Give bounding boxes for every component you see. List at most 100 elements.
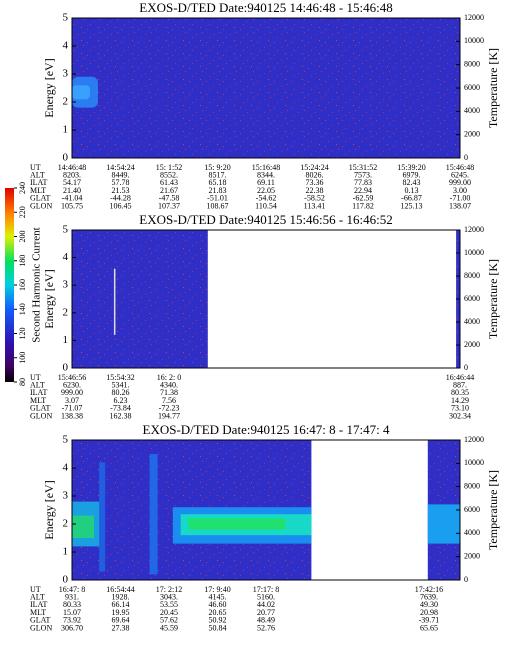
feature: [427, 504, 460, 544]
y-tick-label: 5: [63, 12, 69, 24]
y2-tick-label: 12000: [464, 225, 484, 234]
colorbar-label: Second Harmonic Current: [31, 227, 43, 342]
table-cell: 71.38: [160, 388, 178, 397]
table-cell: 66.14: [112, 600, 130, 609]
spectrogram-noise: [72, 230, 208, 368]
colorbar-tick-label: 200: [18, 231, 27, 243]
table-cell: 8344.: [257, 171, 275, 180]
table-cell: 16:46:44: [446, 373, 474, 382]
table-cell: 6.23: [114, 396, 128, 405]
y-tick-label: 3: [63, 490, 69, 502]
y2-tick-label: 8000: [464, 59, 480, 68]
row-label: UT: [30, 373, 41, 382]
y-tick-label: 5: [63, 434, 69, 446]
row-label: MLT: [30, 396, 46, 405]
table-cell: 15:46:56: [58, 373, 86, 382]
table-cell: 108.67: [207, 201, 229, 210]
table-cell: 50.84: [209, 623, 227, 632]
table-cell: 15:39:20: [397, 163, 425, 172]
table-cell: 6230.: [63, 381, 81, 390]
table-cell: 14:46:48: [58, 163, 86, 172]
table-cell: 15.07: [63, 608, 81, 617]
table-cell: 0.13: [405, 186, 419, 195]
table-cell: 14.29: [451, 396, 469, 405]
row-label: MLT: [30, 608, 46, 617]
table-cell: 8026.: [306, 171, 324, 180]
y2-tick-label: 6000: [464, 505, 480, 514]
table-cell: 113.41: [304, 201, 326, 210]
table-cell: 15:54:32: [106, 373, 134, 382]
table-cell: 21.67: [160, 186, 178, 195]
table-cell: 117.82: [352, 201, 374, 210]
colorbar-tick-label: 160: [18, 279, 27, 291]
table-cell: -44.28: [110, 194, 131, 203]
table-cell: 82.43: [403, 178, 421, 187]
y-tick-label: 2: [63, 96, 69, 108]
y-tick-label: 0: [63, 152, 69, 164]
table-cell: 22.94: [354, 186, 372, 195]
table-cell: 73.10: [451, 404, 469, 413]
table-cell: 73.92: [63, 616, 81, 625]
table-cell: 162.38: [110, 411, 132, 420]
table-cell: 7.56: [162, 396, 176, 405]
table-cell: 3.00: [453, 186, 467, 195]
table-cell: -72.23: [159, 404, 180, 413]
colorbar-tick-label: 240: [18, 182, 27, 194]
y-tick-label: 3: [63, 68, 69, 80]
feature: [72, 515, 94, 538]
table-cell: -71.07: [62, 404, 83, 413]
table-cell: -41.04: [62, 194, 83, 203]
y2-tick-label: 8000: [464, 271, 480, 280]
y-tick-label: 2: [63, 518, 69, 530]
y2-tick-label: 12000: [464, 435, 484, 444]
table-cell: -71.00: [450, 194, 471, 203]
table-cell: 1928.: [112, 593, 130, 602]
table-cell: 69.64: [112, 616, 130, 625]
row-label: ALT: [30, 381, 45, 390]
y-tick-label: 0: [63, 574, 69, 586]
y-tick-label: 0: [63, 362, 69, 374]
table-cell: 22.38: [306, 186, 324, 195]
colorbar-tick-label: 180: [18, 255, 27, 267]
row-label: GLAT: [30, 404, 51, 413]
table-cell: 999.00: [61, 388, 83, 397]
table-cell: 3.07: [65, 396, 79, 405]
table-cell: 17:42:16: [415, 585, 443, 594]
table-cell: 19.95: [112, 608, 130, 617]
table-cell: -73.84: [110, 404, 131, 413]
table-cell: 17: 9:40: [204, 585, 230, 594]
table-cell: 8517.: [209, 171, 227, 180]
row-label: ALT: [30, 171, 45, 180]
table-cell: 15:16:48: [252, 163, 280, 172]
colorbar: [5, 188, 14, 382]
table-cell: 21.40: [63, 186, 81, 195]
y-tick-label: 1: [63, 124, 69, 136]
row-label: GLON: [30, 411, 52, 420]
table-cell: 15:24:24: [300, 163, 328, 172]
y2-tick-label: 2000: [464, 551, 480, 560]
y2-axis-label: Temperature [K]: [486, 48, 500, 128]
table-cell: 4145.: [209, 593, 227, 602]
y2-tick-label: 10000: [464, 458, 484, 467]
table-cell: 8552.: [160, 171, 178, 180]
y2-tick-label: 10000: [464, 248, 484, 257]
table-cell: 22.05: [257, 186, 275, 195]
table-cell: 17: 2:12: [156, 585, 182, 594]
y2-tick-label: 4000: [464, 528, 480, 537]
table-cell: 65.65: [420, 623, 438, 632]
table-cell: 7573.: [354, 171, 372, 180]
table-cell: 15: 1:52: [156, 163, 182, 172]
y-tick-label: 1: [63, 334, 69, 346]
table-cell: 999.00: [449, 178, 471, 187]
feature: [99, 462, 106, 572]
table-cell: 21.53: [112, 186, 130, 195]
table-cell: 57.62: [160, 616, 178, 625]
y2-tick-label: 0: [464, 153, 468, 162]
table-cell: 48.49: [257, 616, 275, 625]
table-cell: 20.65: [209, 608, 227, 617]
colorbar-tick-label: 120: [18, 328, 27, 340]
table-cell: 80.26: [112, 388, 130, 397]
y2-tick-label: 0: [464, 575, 468, 584]
y-tick-label: 2: [63, 306, 69, 318]
